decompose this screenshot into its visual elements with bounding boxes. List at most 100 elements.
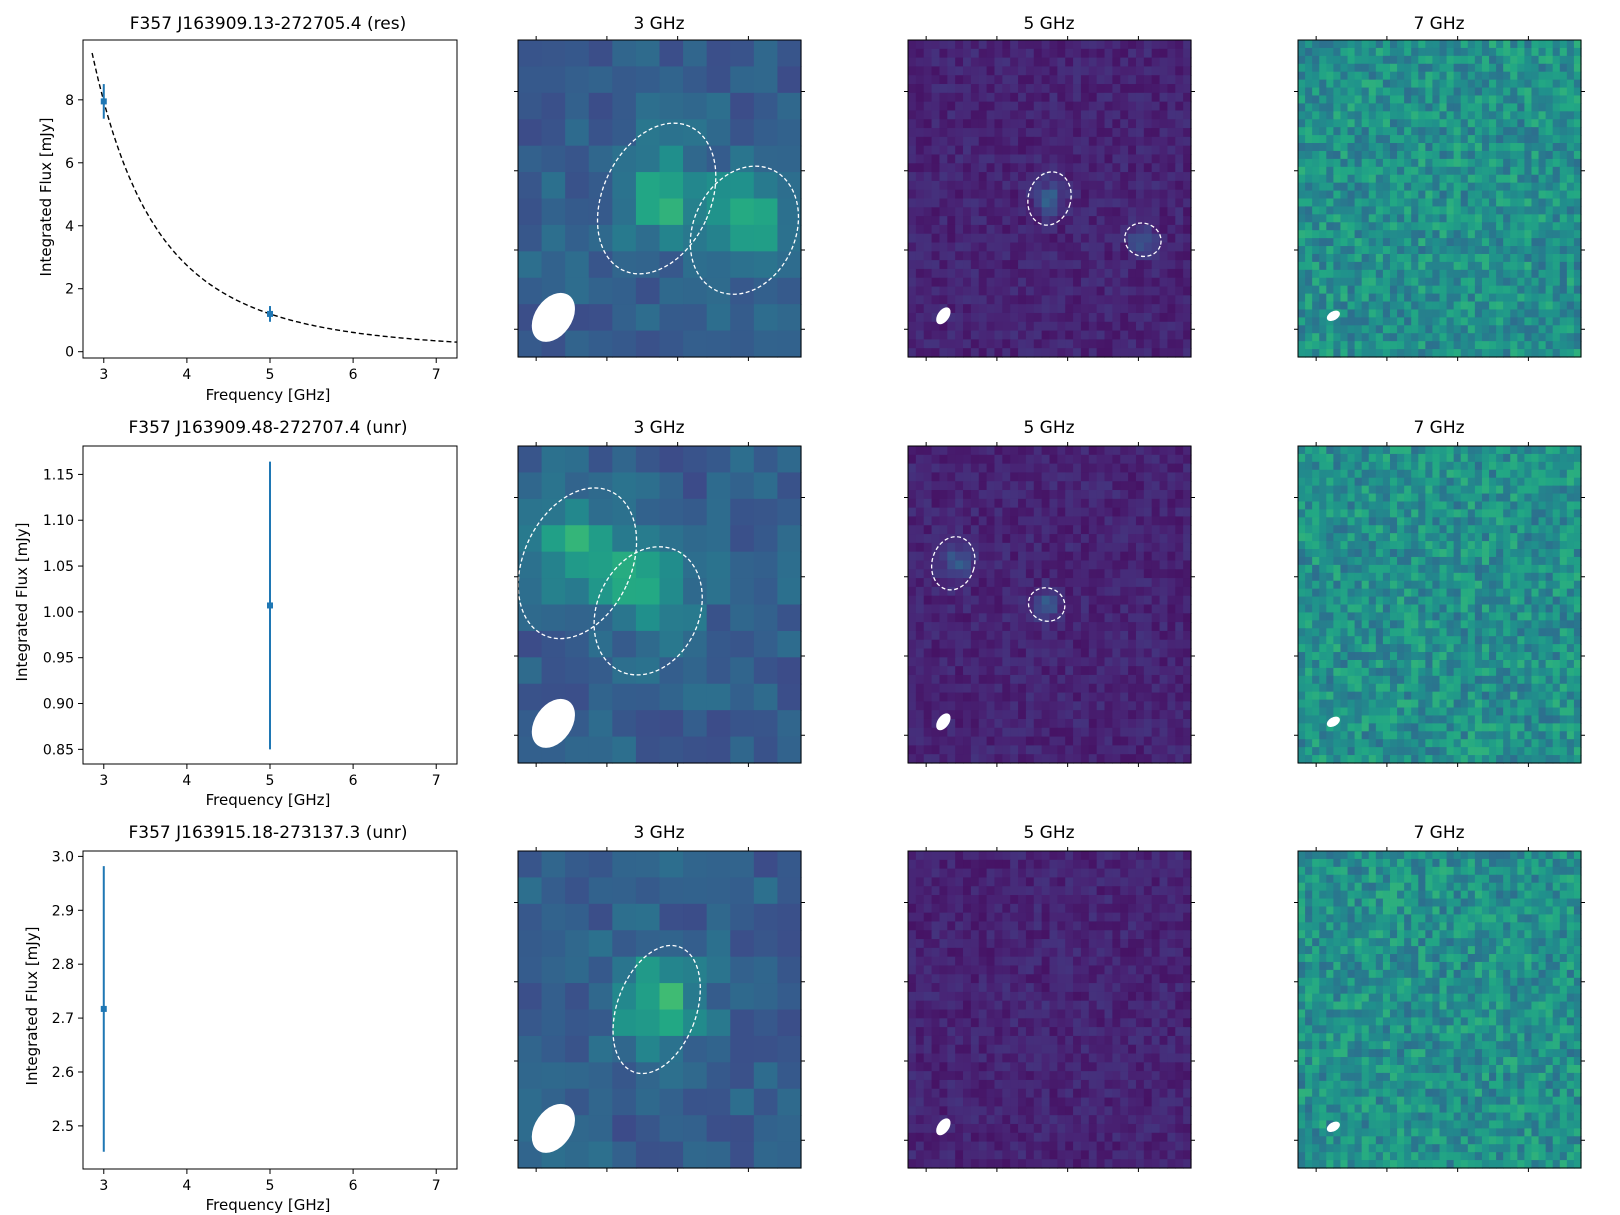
pixel — [1175, 101, 1184, 112]
pixel — [1510, 333, 1518, 342]
pixel — [1531, 95, 1540, 104]
pixel — [931, 57, 941, 68]
pixel — [683, 498, 708, 526]
pixel — [1010, 312, 1019, 323]
pixel — [978, 683, 988, 694]
pixel — [1018, 692, 1027, 702]
pixel — [1025, 84, 1035, 94]
pixel — [1143, 40, 1153, 50]
pixel — [1135, 66, 1145, 76]
pixel — [1151, 718, 1161, 729]
pixel — [1538, 469, 1547, 479]
pixel — [1010, 534, 1019, 544]
pixel — [1319, 461, 1327, 471]
pixel — [683, 40, 708, 68]
pixel — [1496, 341, 1504, 350]
pixel — [1481, 111, 1490, 120]
pixel — [1080, 268, 1090, 279]
pixel — [1347, 127, 1356, 136]
pixel — [1167, 507, 1176, 518]
pixel — [1057, 251, 1066, 261]
pixel — [1446, 238, 1455, 247]
pixel — [1425, 95, 1434, 104]
pixel — [730, 251, 755, 279]
pixel — [1080, 710, 1090, 720]
pixel — [1566, 269, 1575, 279]
pixel — [1080, 295, 1090, 305]
pixel — [1120, 718, 1129, 729]
pixel — [588, 198, 613, 226]
pixel — [1411, 309, 1419, 318]
pixel — [1354, 158, 1363, 168]
pixel — [1489, 238, 1497, 247]
pixel — [1167, 630, 1176, 641]
pixel — [1566, 261, 1575, 271]
pixel — [1389, 461, 1398, 471]
pixel — [1135, 622, 1145, 632]
pixel — [1340, 127, 1349, 136]
pixel — [947, 525, 956, 535]
pixel — [1538, 143, 1547, 152]
pixel — [1467, 55, 1476, 65]
pixel — [730, 525, 755, 553]
pixel — [1319, 341, 1327, 350]
pixel — [1389, 222, 1398, 231]
pixel — [939, 136, 948, 147]
pixel — [659, 525, 684, 553]
pixel — [1143, 198, 1153, 208]
pixel — [1002, 84, 1011, 94]
pixel — [1326, 469, 1334, 479]
pixel — [1573, 119, 1582, 128]
pixel — [1312, 214, 1320, 223]
pixel — [1340, 309, 1349, 318]
pixel — [1143, 119, 1153, 129]
pixel — [1524, 493, 1533, 503]
pixel — [1375, 119, 1384, 128]
pixel — [931, 692, 941, 702]
source-ellipse — [593, 546, 703, 676]
pixel — [1397, 493, 1405, 503]
pixel — [1354, 293, 1363, 303]
pixel — [1467, 143, 1476, 152]
pixel — [1453, 63, 1462, 73]
pixel — [1033, 666, 1043, 676]
pixel — [1033, 648, 1043, 658]
pixel — [1104, 339, 1113, 349]
pixel — [1080, 242, 1090, 252]
pixel — [1404, 333, 1412, 342]
pixel — [955, 525, 964, 535]
pixel — [1538, 301, 1547, 311]
pixel — [1128, 101, 1137, 112]
pixel — [1120, 516, 1129, 526]
pixel — [994, 683, 1003, 694]
pixel — [1088, 84, 1098, 94]
pixel — [1049, 180, 1058, 191]
pixel — [1361, 469, 1370, 479]
pixel — [915, 534, 925, 544]
pixel — [1432, 277, 1441, 287]
pixel — [1354, 493, 1363, 503]
pixel — [986, 534, 996, 544]
pixel — [1531, 222, 1540, 231]
pixel — [1340, 87, 1349, 97]
pixel — [1175, 569, 1184, 579]
pixel — [1128, 446, 1137, 456]
pixel — [1080, 92, 1090, 103]
pixel — [1120, 339, 1129, 349]
pixel — [1559, 341, 1568, 350]
pixel — [706, 683, 731, 711]
pixel — [1375, 222, 1384, 231]
pixel — [1104, 551, 1113, 562]
pixel — [1010, 145, 1019, 156]
pixel — [1418, 87, 1426, 97]
pixel — [1354, 501, 1363, 511]
pixel — [1573, 222, 1582, 231]
pixel — [1538, 55, 1547, 65]
pixel — [1545, 71, 1554, 81]
pixel — [978, 727, 988, 738]
pixel — [1049, 101, 1058, 112]
pixel — [683, 251, 708, 279]
pixel — [1481, 461, 1490, 471]
pixel — [1073, 639, 1082, 650]
